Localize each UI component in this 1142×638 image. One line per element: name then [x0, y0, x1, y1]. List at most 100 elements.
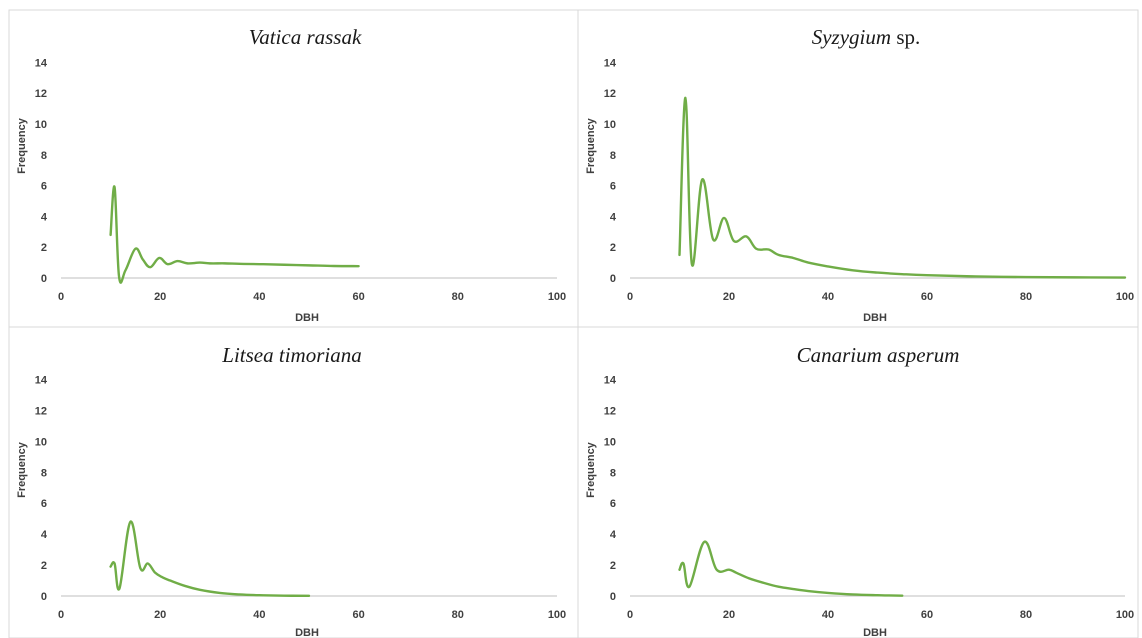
- x-tick-label: 80: [1020, 291, 1032, 303]
- data-point: [1124, 276, 1127, 279]
- y-tick-label: 14: [604, 374, 617, 386]
- data-point: [154, 571, 157, 574]
- data-point: [678, 253, 681, 256]
- data-point: [118, 275, 121, 278]
- y-tick-label: 2: [610, 560, 616, 572]
- x-tick-label: 100: [1116, 609, 1134, 621]
- data-point: [682, 562, 685, 565]
- data-point: [139, 567, 142, 570]
- data-point: [876, 271, 879, 274]
- data-point: [792, 256, 795, 259]
- data-point: [684, 96, 687, 99]
- x-tick-label: 20: [723, 291, 735, 303]
- chart-panel-2: Syzygium sp. 0 2 4 6 8 10 12 14 0 20 40 60 80 100 Frequ…: [577, 9, 1139, 328]
- data-point: [332, 264, 335, 267]
- y-axis-title: Frequency: [16, 117, 28, 174]
- data-point: [827, 265, 830, 268]
- data-point: [176, 260, 179, 263]
- y-tick-label: 10: [604, 436, 616, 448]
- y-tick-label: 2: [41, 242, 47, 254]
- y-tick-label: 0: [610, 591, 616, 603]
- y-tick-label: 2: [41, 560, 47, 572]
- chart-title: Vatica rassak: [249, 25, 362, 49]
- data-point: [141, 258, 144, 261]
- data-point: [827, 591, 830, 594]
- chart-title-plain: sp.: [891, 25, 920, 49]
- y-tick-label: 14: [35, 374, 48, 386]
- x-tick-label: 100: [1116, 291, 1134, 303]
- chart-panel-4: Canarium asperum 0 2 4 6 8 10 12 14 0 20 40 60 80 100 F…: [577, 326, 1139, 638]
- data-point: [113, 562, 116, 565]
- data-point: [169, 579, 172, 582]
- x-tick-label: 0: [627, 291, 633, 303]
- data-point: [703, 540, 706, 543]
- y-axis-title: Frequency: [585, 117, 597, 174]
- x-axis-title: DBH: [863, 627, 887, 638]
- x-tick-label: 20: [154, 609, 166, 621]
- data-point: [777, 253, 780, 256]
- data-point: [161, 576, 164, 579]
- data-point: [124, 269, 127, 272]
- data-point: [1074, 276, 1077, 279]
- data-point: [735, 571, 738, 574]
- chart-title: Syzygium sp.: [812, 25, 921, 49]
- y-tick-label: 14: [604, 57, 617, 69]
- series-line-1: [109, 520, 311, 598]
- data-point: [901, 594, 904, 597]
- y-tick-label: 0: [41, 273, 47, 285]
- data-point: [166, 263, 169, 266]
- data-point: [113, 186, 116, 189]
- data-point: [767, 248, 770, 251]
- data-point: [851, 593, 854, 596]
- data-point: [357, 265, 360, 268]
- data-point: [745, 235, 748, 238]
- chart-title-italic: Syzygium: [812, 25, 891, 49]
- data-point: [1025, 276, 1028, 279]
- chart-title-italic: Vatica rassak: [249, 25, 362, 49]
- data-point: [238, 593, 241, 596]
- y-tick-label: 6: [610, 498, 616, 510]
- chart-panel-3: Litsea timoriana 0 2 4 6 8 10 12 14 0 20 40 60 80 100 F…: [8, 326, 579, 638]
- data-point: [184, 584, 187, 587]
- data-point: [186, 262, 189, 265]
- data-point: [762, 581, 765, 584]
- data-point: [109, 233, 112, 236]
- y-tick-label: 4: [41, 211, 48, 223]
- y-tick-label: 12: [604, 405, 616, 417]
- data-point: [198, 261, 201, 264]
- y-tick-label: 12: [604, 88, 616, 100]
- y-tick-label: 8: [41, 150, 47, 162]
- x-tick-label: 0: [627, 609, 633, 621]
- data-point: [712, 238, 715, 241]
- x-tick-label: 60: [352, 291, 364, 303]
- y-tick-label: 12: [35, 88, 47, 100]
- data-point: [678, 568, 681, 571]
- x-tick-label: 0: [58, 609, 64, 621]
- y-axis-title: Frequency: [585, 441, 597, 498]
- x-tick-label: 60: [352, 609, 364, 621]
- data-point: [238, 262, 241, 265]
- x-tick-label: 0: [58, 291, 64, 303]
- data-point: [701, 178, 704, 181]
- x-tick-label: 80: [452, 291, 464, 303]
- data-point: [715, 568, 718, 571]
- y-tick-label: 8: [41, 467, 47, 479]
- x-axis-title: DBH: [295, 312, 319, 324]
- data-point: [308, 594, 311, 597]
- y-tick-label: 0: [610, 273, 616, 285]
- data-point: [129, 520, 132, 523]
- data-point: [283, 594, 286, 597]
- chart-title: Canarium asperum: [797, 343, 960, 367]
- data-point: [728, 568, 731, 571]
- x-axis-title: DBH: [863, 312, 887, 324]
- y-tick-label: 14: [35, 57, 48, 69]
- data-point: [258, 594, 261, 597]
- x-tick-label: 40: [253, 609, 265, 621]
- y-tick-label: 0: [41, 591, 47, 603]
- data-point: [732, 240, 735, 243]
- x-tick-label: 100: [548, 291, 566, 303]
- data-point: [851, 269, 854, 272]
- y-tick-label: 6: [41, 181, 47, 193]
- y-tick-label: 4: [41, 529, 48, 541]
